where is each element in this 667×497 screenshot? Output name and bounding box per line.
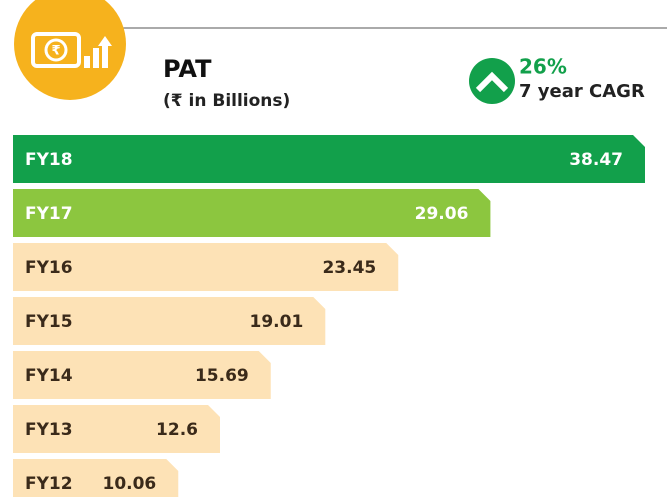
chart-subtitle: (₹ in Billions) [163, 91, 290, 111]
icon: ₹ [14, 0, 126, 100]
value-label: 10.06 [102, 474, 156, 494]
category-label: FY12 [25, 474, 73, 494]
category-label: FY16 [25, 258, 73, 278]
category-label: FY15 [25, 312, 73, 332]
svg-text:₹: ₹ [51, 44, 60, 59]
value-label: 23.45 [322, 258, 376, 278]
bar [13, 351, 271, 399]
category-label: FY14 [25, 366, 73, 386]
value-label: 12.6 [156, 420, 198, 440]
value-label: 38.47 [569, 150, 623, 170]
value-label: 19.01 [250, 312, 304, 332]
cagr-label: 7 year CAGR [519, 81, 645, 102]
chart-title: PAT [163, 55, 212, 83]
value-label: 29.06 [415, 204, 469, 224]
category-label: FY18 [25, 150, 73, 170]
bar [13, 189, 491, 237]
bar [13, 405, 220, 453]
category-label: FY17 [25, 204, 73, 224]
bar [13, 135, 645, 183]
bar [13, 459, 179, 497]
category-label: FY13 [25, 420, 73, 440]
bar [13, 297, 326, 345]
bar [13, 243, 399, 291]
cagr-icon [469, 58, 515, 104]
cagr-value: 26% [519, 55, 567, 79]
value-label: 15.69 [195, 366, 249, 386]
